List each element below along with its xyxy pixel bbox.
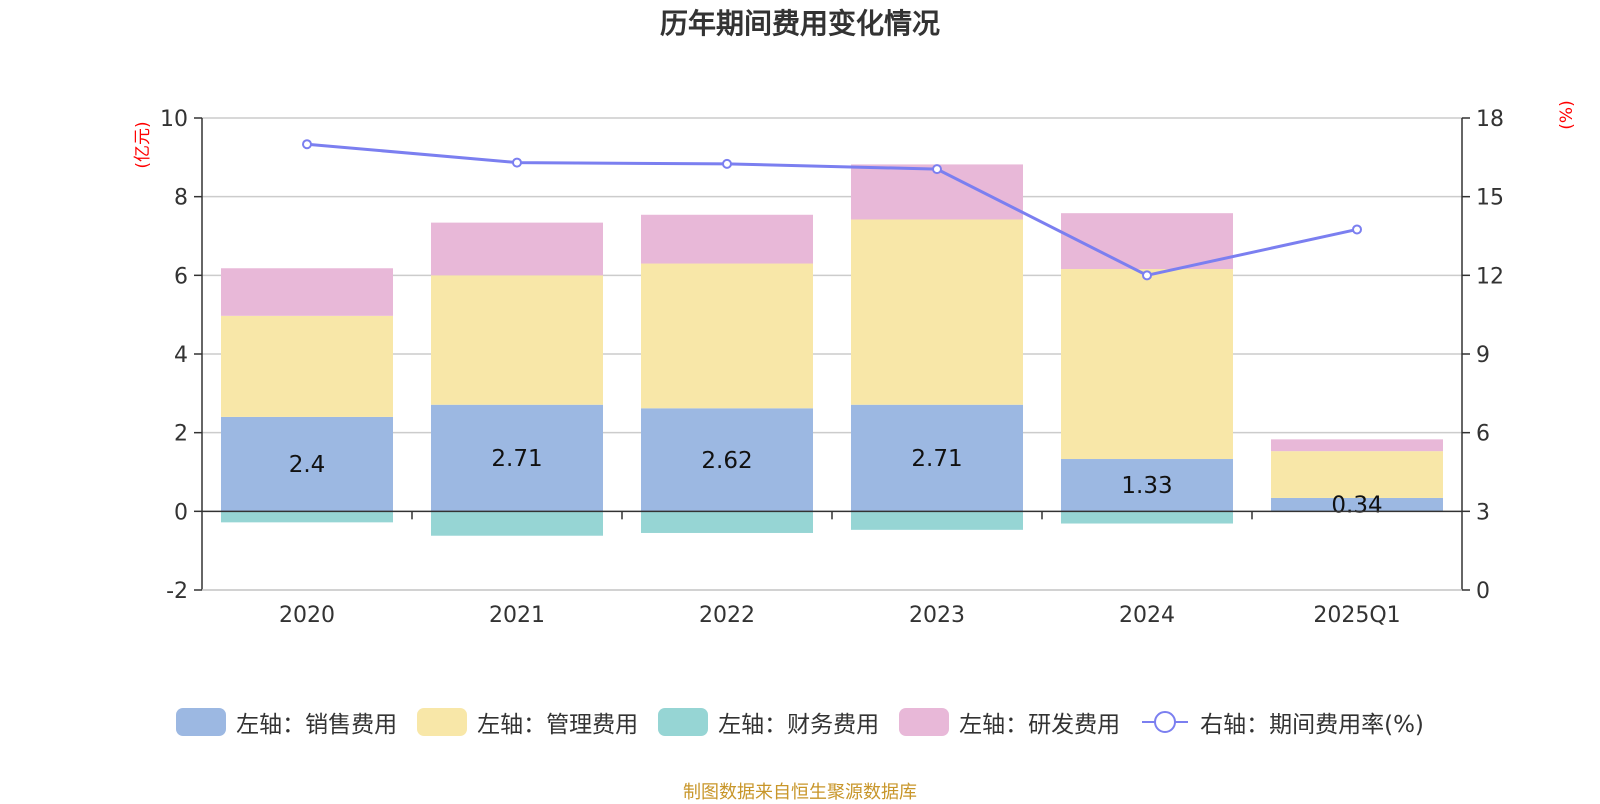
legend-swatch-finance	[658, 708, 709, 736]
data-label: 0.34	[1331, 493, 1382, 519]
bar-management	[851, 219, 1023, 405]
right-tick-label: 15	[1476, 186, 1504, 211]
bar-rnd	[221, 268, 393, 316]
left-tick-label: -2	[166, 579, 188, 604]
chart-title: 历年期间费用变化情况	[659, 7, 940, 40]
bar-sales	[221, 416, 393, 512]
bar-finance	[1061, 511, 1233, 524]
bar-finance	[431, 511, 603, 536]
legend-swatch-rnd	[899, 708, 950, 736]
right-tick-label: 0	[1476, 579, 1490, 604]
bar-management	[1271, 451, 1443, 498]
source-note: 制图数据来自恒生聚源数据库	[683, 782, 917, 803]
bar-sales	[431, 404, 603, 512]
x-tick-label: 2020	[279, 603, 335, 628]
legend-label-sales: 左轴：销售费用	[236, 712, 398, 738]
right-tick-label: 12	[1476, 264, 1504, 289]
bar-management	[641, 263, 813, 409]
bar-finance	[641, 511, 813, 533]
data-label: 2.71	[911, 446, 962, 472]
x-tick-label: 2021	[489, 603, 545, 628]
data-label: 2.62	[701, 448, 752, 474]
expense-rate-line	[306, 142, 1358, 277]
left-axis-unit: (亿元)	[133, 121, 153, 168]
bar-management	[431, 275, 603, 405]
legend-line-marker-icon	[1142, 711, 1189, 733]
right-tick-label: 9	[1476, 343, 1490, 368]
x-tick-label: 2024	[1119, 603, 1175, 628]
bar-rnd	[431, 222, 603, 276]
bar-sales	[641, 408, 813, 512]
bar-group	[221, 164, 1443, 536]
bar-management	[221, 315, 393, 417]
x-tick-label: 2022	[699, 603, 755, 628]
expense-rate-point	[1352, 224, 1362, 235]
bar-rnd	[1271, 439, 1443, 452]
left-tick-label: 6	[174, 264, 188, 289]
right-tick-label: 3	[1476, 500, 1490, 525]
legend-item-rnd[interactable]: 左轴：研发费用	[899, 705, 1120, 739]
right-tick-label: 6	[1476, 422, 1490, 447]
x-tick-label: 2023	[909, 603, 965, 628]
legend-label-management: 左轴：管理费用	[477, 712, 639, 738]
legend-item-management[interactable]: 左轴：管理费用	[417, 705, 638, 739]
legend-item-sales[interactable]: 左轴：销售费用	[176, 705, 397, 739]
legend-label-finance: 左轴：财务费用	[718, 712, 880, 738]
legend-item-finance[interactable]: 左轴：财务费用	[658, 705, 879, 739]
data-label: 1.33	[1121, 473, 1172, 499]
expense-rate-point	[722, 158, 732, 169]
data-label: 2.4	[289, 452, 326, 478]
line-series	[302, 139, 1362, 281]
bar-sales	[1271, 497, 1443, 512]
right-tick-label: 18	[1476, 107, 1504, 132]
bar-rnd	[1061, 213, 1233, 270]
right-axis-unit: (%)	[1557, 100, 1577, 129]
legend-label-rnd: 左轴：研发费用	[959, 712, 1121, 738]
left-tick-label: 0	[174, 500, 188, 525]
legend-swatch-management	[417, 708, 468, 736]
bar-finance	[221, 511, 393, 523]
bar-management	[1061, 269, 1233, 460]
bar-finance	[851, 511, 1023, 530]
expense-rate-point	[1142, 270, 1152, 281]
legend-swatch-sales	[176, 708, 227, 736]
axes: -2 0 2 4 6 8 10 0 3 6 9 12 15 18 2020 2021 2022 2023 2024 2…	[160, 107, 1504, 628]
expense-rate-point	[932, 164, 942, 175]
left-tick-label: 10	[160, 107, 188, 132]
expense-rate-point	[512, 157, 522, 168]
legend-label-expense-rate: 右轴：期间费用率(%)	[1200, 712, 1424, 738]
expense-rate-point	[302, 139, 312, 150]
bar-rnd	[641, 214, 813, 264]
legend-item-expense-rate[interactable]: 右轴：期间费用率(%)	[1140, 705, 1424, 739]
data-label: 2.71	[491, 446, 542, 472]
bar-sales	[1061, 459, 1233, 512]
bar-sales	[851, 404, 1023, 512]
x-tick-label: 2025Q1	[1313, 603, 1400, 628]
left-tick-label: 8	[174, 186, 188, 211]
data-label-group: 2.4 2.71 2.62 2.71 1.33 0.34	[289, 446, 1383, 519]
legend: 左轴：销售费用 左轴：管理费用 左轴：财务费用 左轴：研发费用 右轴：期间费用率…	[0, 705, 1600, 739]
left-tick-label: 2	[174, 422, 188, 447]
left-tick-label: 4	[174, 343, 188, 368]
